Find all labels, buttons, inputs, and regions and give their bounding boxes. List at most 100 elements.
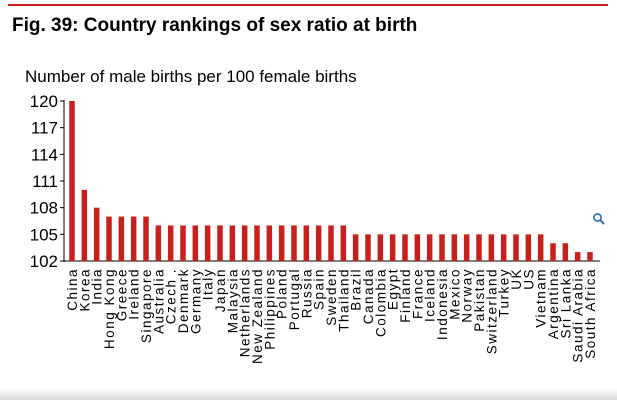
x-tick-label: Spain xyxy=(312,268,327,310)
bar xyxy=(352,234,359,261)
x-tick-label: Germany xyxy=(188,268,203,334)
x-tick-label: Netherlands xyxy=(238,268,253,357)
x-tick-label: Hong Kong xyxy=(102,268,117,349)
bar xyxy=(167,225,174,261)
bar xyxy=(463,234,470,261)
bar xyxy=(402,234,408,261)
bar xyxy=(315,225,322,261)
bar xyxy=(266,225,273,261)
x-tick-label: Russia xyxy=(299,268,314,318)
x-tick-label: South Africa xyxy=(583,268,598,359)
x-tick-label: US xyxy=(521,268,536,290)
x-tick-label: Korea xyxy=(77,268,92,312)
y-tick-label: 111 xyxy=(32,172,58,191)
bar xyxy=(500,234,507,261)
x-tick-label: Iceland xyxy=(423,268,438,322)
bar xyxy=(414,234,421,261)
x-tick-label: Sri Lanka xyxy=(558,268,573,339)
bar xyxy=(451,234,458,261)
y-tick-label: 102 xyxy=(30,252,58,271)
bar xyxy=(537,234,544,261)
x-tick-label: France xyxy=(410,268,425,319)
title-rule xyxy=(8,4,608,6)
bar xyxy=(550,243,556,261)
x-tick-label: Brazil xyxy=(349,268,364,311)
bar xyxy=(525,234,532,261)
bar xyxy=(93,207,100,261)
bar xyxy=(106,216,112,261)
bar xyxy=(278,225,285,261)
bar xyxy=(488,234,495,261)
bar xyxy=(130,216,137,261)
x-tick-label: Colombia xyxy=(373,268,388,337)
x-tick-label: Denmark xyxy=(176,268,191,333)
x-tick-label: Philippines xyxy=(262,268,277,350)
y-tick-label: 108 xyxy=(30,199,58,218)
x-tick-label: New Zealand xyxy=(250,268,265,364)
x-tick-label: Finland xyxy=(398,268,413,323)
bar xyxy=(229,225,236,261)
bar xyxy=(81,189,88,261)
x-tick-label: Poland xyxy=(275,268,290,319)
x-tick-label: Malaysia xyxy=(225,268,240,333)
bar xyxy=(217,225,223,261)
bar xyxy=(562,243,569,261)
bar xyxy=(69,101,75,261)
bar xyxy=(439,234,445,261)
y-tick-label: 120 xyxy=(30,92,58,111)
x-tick-label: Portugal xyxy=(287,268,302,330)
x-tick-label: Sweden xyxy=(324,268,339,326)
x-tick-label: Switzerland xyxy=(484,268,499,354)
x-tick-label: Mexico xyxy=(447,268,462,320)
x-tick-label: Singapore xyxy=(139,268,154,343)
bar xyxy=(192,225,199,261)
x-tick-label: Pakistan xyxy=(472,268,487,332)
x-tick-label: Indonesia xyxy=(435,268,450,340)
x-tick-label: Greece xyxy=(114,268,129,321)
bar xyxy=(365,234,371,261)
y-ticks: 120 117 114 111 108 105 102 xyxy=(30,92,64,271)
bar xyxy=(426,234,433,261)
bar xyxy=(204,225,211,261)
x-tick-label: Australia xyxy=(151,268,166,334)
bar xyxy=(180,225,186,261)
y-tick-label: 105 xyxy=(30,225,58,244)
y-tick-label: 117 xyxy=(31,119,58,138)
x-tick-label: Czech . xyxy=(164,268,179,324)
x-tick-label: Norway xyxy=(460,268,475,323)
bar xyxy=(377,234,384,261)
x-tick-label: UK xyxy=(509,268,524,290)
bar xyxy=(254,225,260,261)
magnifier-icon[interactable] xyxy=(592,212,606,226)
bars xyxy=(69,101,593,261)
x-tick-label: Canada xyxy=(361,268,376,324)
figure-title: Fig. 39: Country rankings of sex ratio a… xyxy=(12,15,418,36)
bar xyxy=(340,225,347,261)
bar xyxy=(328,225,334,261)
x-tick-label: Italy xyxy=(201,268,216,300)
bottom-shadow xyxy=(0,388,617,400)
x-tick-label: China xyxy=(65,268,80,311)
x-tick-label: Argentina xyxy=(546,268,561,339)
bar xyxy=(155,225,162,261)
x-tick-label: Japan xyxy=(213,268,228,312)
bar xyxy=(303,225,310,261)
bar xyxy=(291,225,297,261)
x-tick-label: India xyxy=(90,268,105,305)
bar xyxy=(389,234,396,261)
x-tick-label: Turkey xyxy=(497,268,512,318)
bar xyxy=(241,225,248,261)
x-tick-label: Thailand xyxy=(336,268,351,332)
bar xyxy=(513,234,519,261)
y-axis-label: Number of male births per 100 female bir… xyxy=(25,67,357,86)
bar xyxy=(587,252,593,261)
x-tick-label: Saudi Arabia xyxy=(571,268,586,363)
bar xyxy=(574,252,581,261)
x-tick-label: Ireland xyxy=(127,268,142,320)
bar xyxy=(118,216,125,261)
x-tick-label: Vietnam xyxy=(534,268,549,328)
bar xyxy=(476,234,482,261)
bar xyxy=(143,216,149,261)
